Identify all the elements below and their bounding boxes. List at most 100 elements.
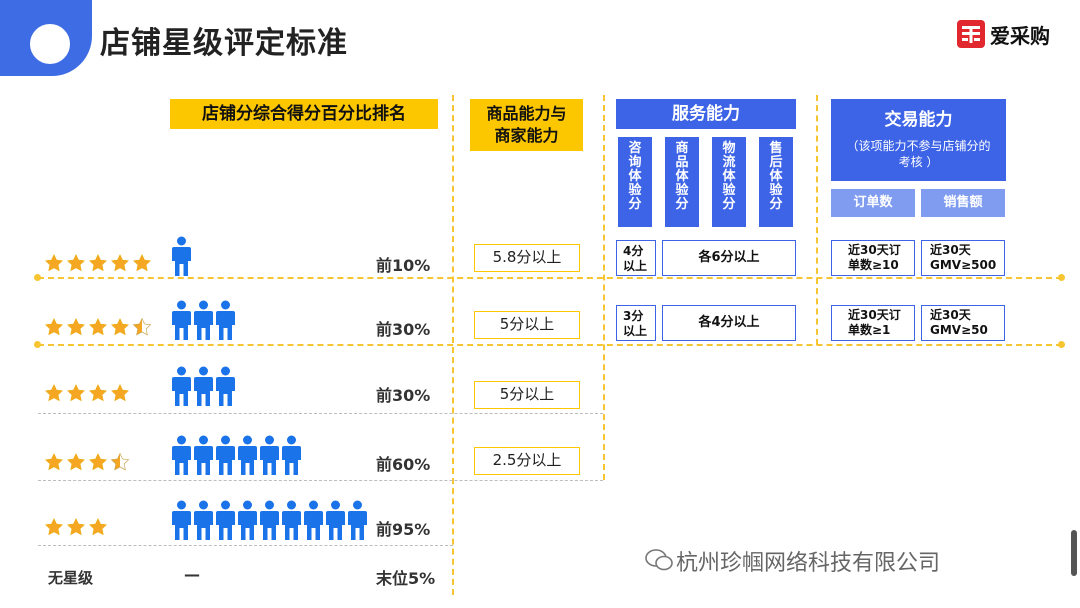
separator-dot <box>1058 341 1065 348</box>
person-icon <box>216 435 235 479</box>
divider-vertical <box>816 95 818 345</box>
divider-vertical <box>603 95 605 480</box>
rank-percent: 前95% <box>376 520 431 539</box>
scrollbar[interactable] <box>1071 530 1077 576</box>
brand-circle-icon <box>22 16 78 72</box>
person-icon <box>172 300 191 344</box>
row-separator-gray <box>38 413 603 414</box>
person-icon <box>238 500 257 544</box>
person-icon <box>194 300 213 344</box>
goods-column-header: 商品能力与商家能力 <box>470 99 583 151</box>
person-icon <box>282 435 301 479</box>
trade-sales-value: 近30天GMV≥500 <box>921 240 1005 276</box>
no-star-label: 无星级 <box>48 569 94 587</box>
person-icon <box>304 500 323 544</box>
star-icon <box>88 517 108 541</box>
star-icon <box>44 452 64 476</box>
star-icon <box>44 383 64 407</box>
goods-score-value: 5分以上 <box>474 311 580 339</box>
star-rating <box>44 317 152 341</box>
people-group <box>172 366 235 410</box>
person-icon <box>172 500 191 544</box>
watermark-text: 杭州珍帼网络科技有限公司 <box>676 551 941 576</box>
service-value-first: 3分以上 <box>616 305 656 341</box>
star-rating <box>44 452 130 476</box>
trade-orders-value: 近30天订单数≥1 <box>831 305 915 341</box>
person-icon <box>172 366 191 410</box>
half-star-icon <box>132 317 152 341</box>
rank-column-header: 店铺分综合得分百分比排名 <box>170 99 438 129</box>
row-separator <box>38 277 1062 279</box>
person-icon <box>216 366 235 410</box>
person-icon <box>216 500 235 544</box>
star-icon <box>88 253 108 277</box>
person-icon <box>194 435 213 479</box>
star-rating <box>44 517 108 541</box>
trade-sales-value: 近30天GMV≥50 <box>921 305 1005 341</box>
service-sub-aftersale: 售后体验分 <box>759 137 793 227</box>
service-value-rest: 各4分以上 <box>662 305 796 341</box>
star-icon <box>66 383 86 407</box>
star-icon <box>66 517 86 541</box>
star-icon <box>132 253 152 277</box>
star-icon <box>44 517 64 541</box>
aicaigou-logo-icon <box>957 20 985 48</box>
star-icon <box>110 383 130 407</box>
person-icon <box>194 366 213 410</box>
half-star-icon <box>110 452 130 476</box>
star-icon <box>88 452 108 476</box>
star-icon <box>66 253 86 277</box>
person-icon <box>282 500 301 544</box>
person-icon <box>348 500 367 544</box>
no-people-dash: — <box>184 565 200 584</box>
service-value-rest: 各6分以上 <box>662 240 796 276</box>
star-icon <box>44 253 64 277</box>
person-icon <box>260 500 279 544</box>
trade-sub-sales: 销售额 <box>921 189 1005 217</box>
person-icon <box>194 500 213 544</box>
people-group <box>172 300 235 344</box>
trade-header-note: （该项能力不参与店铺分的考核 ） <box>846 139 991 169</box>
people-group <box>172 500 367 544</box>
star-icon <box>66 317 86 341</box>
person-icon <box>216 300 235 344</box>
person-icon <box>260 435 279 479</box>
rank-percent: 前30% <box>376 320 431 339</box>
person-icon <box>238 435 257 479</box>
trade-column-header: 交易能力 （该项能力不参与店铺分的考核 ） <box>831 99 1006 181</box>
star-icon <box>110 253 130 277</box>
separator-dot <box>1058 274 1065 281</box>
star-icon <box>88 383 108 407</box>
service-sub-consult: 咨询体验分 <box>618 137 652 227</box>
service-column-header: 服务能力 <box>616 99 796 129</box>
star-rating <box>44 383 130 407</box>
row-separator-gray <box>38 480 603 481</box>
goods-score-value: 5分以上 <box>474 381 580 409</box>
rank-percent: 末位5% <box>376 569 436 588</box>
rank-percent: 前60% <box>376 455 431 474</box>
page-title: 店铺星级评定标准 <box>100 26 348 61</box>
wechat-icon <box>645 548 673 576</box>
people-group <box>172 435 301 479</box>
person-icon <box>326 500 345 544</box>
row-separator <box>38 344 1062 346</box>
star-rating <box>44 253 152 277</box>
service-sub-logistics: 物流体验分 <box>712 137 746 227</box>
goods-score-value: 2.5分以上 <box>474 447 580 475</box>
star-icon <box>44 317 64 341</box>
logo-text: 爱采购 <box>990 24 1050 48</box>
trade-orders-value: 近30天订单数≥10 <box>831 240 915 276</box>
people-group <box>172 236 191 280</box>
person-icon <box>172 435 191 479</box>
star-icon <box>88 317 108 341</box>
service-value-first: 4分以上 <box>616 240 656 276</box>
star-icon <box>66 452 86 476</box>
trade-sub-orders: 订单数 <box>831 189 915 217</box>
person-icon <box>172 236 191 280</box>
separator-dot <box>34 341 41 348</box>
service-sub-goods: 商品体验分 <box>665 137 699 227</box>
trade-header-title: 交易能力 <box>884 110 953 130</box>
goods-column-header-text: 商品能力与商家能力 <box>486 104 567 145</box>
rank-percent: 前30% <box>376 386 431 405</box>
star-icon <box>110 317 130 341</box>
